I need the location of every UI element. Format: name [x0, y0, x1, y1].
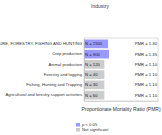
bar	[84, 91, 104, 100]
y-tick: Fishing, Hunting and Trapping	[26, 82, 84, 87]
value-label: PMR = 1.10	[135, 62, 158, 67]
legend-swatch	[76, 128, 80, 132]
y-tick-label: AGRICULTURE, FORESTRY, FISHING AND HUNTI…	[0, 41, 82, 46]
legend-swatch	[76, 123, 80, 127]
bar	[84, 50, 109, 59]
x-axis	[85, 101, 159, 102]
y-tick: AGRICULTURE, FORESTRY, FISHING AND HUNTI…	[0, 41, 84, 46]
count-label: N = 30	[85, 82, 98, 87]
y-tick-label: Animal production	[48, 62, 82, 67]
count-label: N = 1500	[85, 41, 103, 46]
y-tick: Animal production	[48, 62, 84, 67]
bar	[84, 81, 104, 90]
count-label: N = 40	[85, 72, 98, 77]
data-labels: N = 120 PMR = 1.10 N = 40 PMR = 1.10 N = 30 P…	[85, 41, 158, 97]
y-axis-line	[84, 39, 85, 102]
y-tick-label: Agricultural and forestry support activi…	[5, 92, 82, 97]
count-label: N = 900	[85, 52, 100, 57]
legend-label: Not significant	[82, 127, 109, 132]
y-tick-label: Fishing, Hunting and Trapping	[26, 82, 83, 87]
x-axis-line	[85, 101, 159, 102]
count-label: N = 60	[85, 93, 98, 98]
y-tick-label: Crop production	[52, 51, 82, 56]
plot-frame	[84, 38, 158, 101]
chart: Industry N = 120 PMR = 1.10 N = 40 PMR = 1.1…	[0, 0, 162, 135]
value-label: PMR = 1.10	[135, 82, 158, 87]
value-label: PMR = 1.35	[135, 52, 158, 57]
y-tick: Crop production	[52, 51, 84, 56]
count-label: N = 120	[85, 62, 100, 67]
y-tick: Agricultural and forestry support activi…	[5, 92, 84, 97]
title: Industry	[91, 3, 109, 9]
value-label: PMR = 1.30	[135, 41, 158, 46]
bar	[84, 40, 108, 49]
value-label: PMR = 1.10	[135, 93, 158, 98]
y-tick: Forestry and logging	[44, 72, 84, 77]
y-tick-label: Forestry and logging	[44, 72, 83, 77]
y-axis: AGRICULTURE, FORESTRY, FISHING AND HUNTI…	[0, 39, 85, 102]
x-axis-title: Proportionate Mortality Ratio (PMR)	[81, 106, 161, 112]
bar	[84, 60, 104, 69]
legend-label: p < 0.05	[82, 122, 98, 127]
bar	[84, 70, 104, 79]
legend: Not significantp < 0.05	[76, 122, 109, 132]
bars	[84, 40, 109, 100]
value-label: PMR = 1.10	[135, 72, 158, 77]
